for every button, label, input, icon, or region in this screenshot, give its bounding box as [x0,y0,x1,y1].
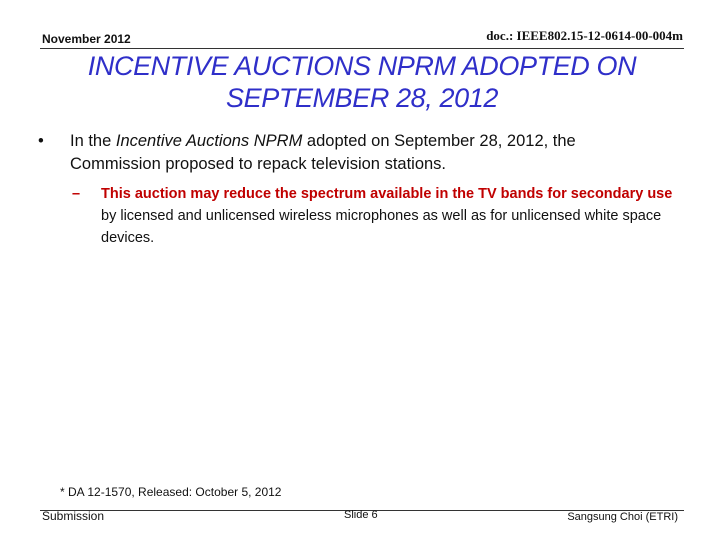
bullet-level1-italic: Incentive Auctions NPRM [115,132,303,150]
footer-submission: Submission [42,509,105,523]
header-doc-id: doc.: IEEE802.15-12-0614-00-004m [486,28,683,43]
bullet-level1-pre: In the [70,132,116,150]
bullet-level1: • In the Incentive Auctions NPRM adopted… [38,130,668,176]
bullet-level1-post: adopted on September 28, 2012, the Commi… [70,132,576,173]
footer-slide-number: Slide 6 [344,509,378,521]
slide-title: INCENTIVE AUCTIONS NPRM ADOPTED ON SEPTE… [40,50,684,114]
header-date: November 2012 [42,32,131,46]
slide-title-line2: SEPTEMBER 28, 2012 [226,83,498,113]
bullet-marker: • [38,132,44,150]
bullet-level2: – This auction may reduce the spectrum a… [72,183,682,249]
bullet-level2-emphasis: This auction may reduce the spectrum ava… [101,186,673,202]
bullet-level2-rest: by licensed and unlicensed wireless micr… [101,208,662,246]
footnote: * DA 12-1570, Released: October 5, 2012 [60,485,282,499]
bullet-level1-text: In the Incentive Auctions NPRM adopted o… [70,130,668,176]
bullet-level2-text: This auction may reduce the spectrum ava… [101,183,682,249]
footer-divider [40,510,684,511]
header-divider [40,48,684,49]
slide-title-line1: INCENTIVE AUCTIONS NPRM ADOPTED ON [87,51,637,81]
footer-author: Sangsung Choi (ETRI) [567,511,678,523]
sub-bullet-marker: – [72,186,81,202]
